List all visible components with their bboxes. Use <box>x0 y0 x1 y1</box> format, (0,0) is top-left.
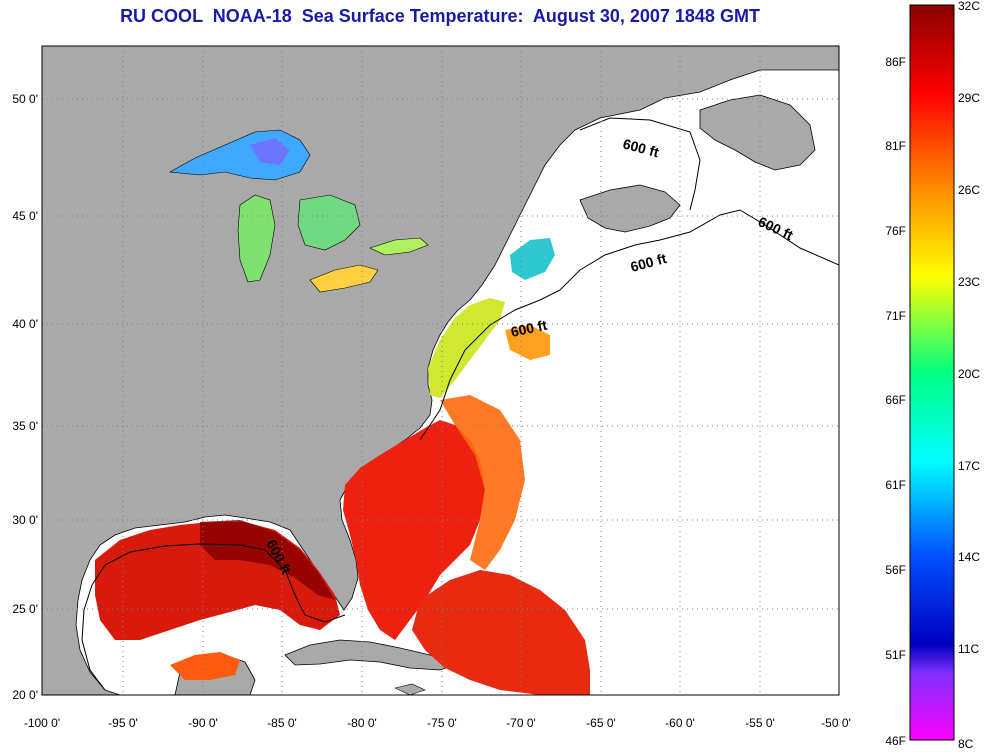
lake-ontario <box>369 237 429 256</box>
isobath-600ft-newfoundland <box>579 117 701 211</box>
lat-label: 30 0' <box>12 513 38 527</box>
lat-label: 45 0' <box>12 209 38 223</box>
longitude-axis: -100 0' -95 0' -90 0' -85 0' -80 0' -75 … <box>24 716 851 730</box>
map-title: RU COOL NOAA-18 Sea Surface Temperature:… <box>120 6 760 26</box>
celsius-label: 8C <box>958 737 974 751</box>
celsius-label: 23C <box>958 275 980 289</box>
lon-label: -60 0' <box>665 716 695 730</box>
land-nova-scotia <box>579 184 681 233</box>
fahrenheit-label: 71F <box>885 309 906 323</box>
lat-label: 50 0' <box>12 92 38 106</box>
lon-label: -100 0' <box>24 716 60 730</box>
lon-label: -80 0' <box>347 716 377 730</box>
celsius-label: 29C <box>958 91 980 105</box>
lat-label: 25 0' <box>12 602 38 616</box>
fahrenheit-label: 51F <box>885 648 906 662</box>
lon-label: -55 0' <box>745 716 775 730</box>
lake-michigan <box>237 194 276 283</box>
celsius-label: 14C <box>958 550 980 564</box>
celsius-label: 17C <box>958 459 980 473</box>
land-jamaica <box>394 683 426 695</box>
land-newfoundland <box>699 94 816 171</box>
celsius-label: 26C <box>958 183 980 197</box>
fahrenheit-label: 66F <box>885 393 906 407</box>
lon-label: -50 0' <box>821 716 851 730</box>
isobath-600ft-gulf <box>81 543 346 691</box>
lon-label: -90 0' <box>188 716 218 730</box>
colorbar-celsius-labels: 32C 29C 26C 23C 20C 17C 14C 11C 8C <box>958 0 980 751</box>
lat-label: 20 0' <box>12 688 38 702</box>
latitude-axis: 50 0' 45 0' 40 0' 35 0' 30 0' 25 0' 20 0… <box>12 92 38 702</box>
lon-label: -85 0' <box>267 716 297 730</box>
isobath-600ft <box>419 209 839 441</box>
celsius-label: 11C <box>958 642 979 656</box>
gulf-stream-orange-sst <box>505 325 550 360</box>
sab-warm-sst <box>343 420 485 640</box>
gulf-of-maine-sst <box>510 238 555 280</box>
depth-label: 600 ft <box>509 317 548 340</box>
fahrenheit-label: 81F <box>885 139 906 153</box>
colorbar-fahrenheit-labels: 86F 81F 76F 71F 66F 61F 56F 51F 46F <box>885 55 906 748</box>
atlantic-offshore-orange <box>440 395 525 570</box>
fahrenheit-label: 46F <box>885 734 906 748</box>
fahrenheit-label: 61F <box>885 478 906 492</box>
lake-huron <box>297 194 361 251</box>
lon-label: -70 0' <box>506 716 536 730</box>
lon-label: -75 0' <box>427 716 457 730</box>
lat-label: 35 0' <box>12 419 38 433</box>
fahrenheit-label: 86F <box>885 55 906 69</box>
caribbean-warm-sst <box>412 570 590 695</box>
lat-label: 40 0' <box>12 317 38 331</box>
lake-superior-cool <box>250 138 290 165</box>
gulf-dark-red-sst <box>200 520 335 600</box>
bay-of-campeche-sst <box>170 652 240 680</box>
lake-erie <box>309 264 379 293</box>
colorbar <box>909 4 955 741</box>
lon-label: -65 0' <box>586 716 616 730</box>
grid-lines <box>42 46 839 695</box>
plot-frame <box>41 45 840 696</box>
lon-label: -95 0' <box>108 716 138 730</box>
fahrenheit-label: 76F <box>885 224 906 238</box>
celsius-label: 20C <box>958 367 980 381</box>
fahrenheit-label: 56F <box>885 563 906 577</box>
celsius-label: 32C <box>958 0 980 13</box>
